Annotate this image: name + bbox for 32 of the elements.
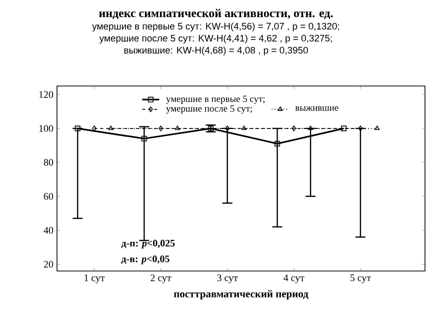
point (341, 126, 347, 132)
point (242, 126, 246, 130)
y-tick-label: 40 (44, 226, 54, 234)
x-tick-label: 3 сут (217, 274, 238, 284)
x-axis-title: посттравматический период (174, 290, 308, 300)
legend-label: умершие после 5 сут; (166, 105, 252, 114)
legend-label: умершие в первые 5 сут; (166, 96, 265, 104)
annotation: д-в: p<0,05 (121, 256, 170, 264)
point (174, 126, 180, 130)
y-tick-label: 60 (44, 192, 54, 200)
text: выжившие: KW-H(4,68) = 4,08 , p = 0,3950 (124, 46, 308, 56)
point (158, 126, 164, 132)
y-tick-label: 100 (39, 125, 54, 132)
x-tick-label: 2 сут (150, 274, 172, 284)
x-tick-label: 4 сут (284, 274, 304, 284)
legend-label: выжившие (295, 106, 338, 111)
point (208, 126, 214, 132)
point (274, 140, 280, 146)
y-tick-label: 80 (44, 159, 54, 166)
chart-title: индекс симпатической активности, отн. ед. (99, 8, 333, 20)
annotation: д-п: p<0,025 (121, 240, 175, 249)
text: умершие после 5 сут: KW-H(4,41) = 4,62 , p = 0,3275; (99, 34, 332, 44)
chart-subtitle: умершие в первые 5 сут: KW-H(4,56) = 7,07 , p = 0,1320; (92, 22, 340, 32)
y-tick-label: 20 (44, 260, 54, 268)
point (74, 126, 80, 132)
x-tick-label: 5 сут (350, 274, 371, 284)
point (374, 126, 380, 130)
x-tick-label: 1 сут (84, 274, 105, 284)
point (292, 126, 296, 132)
point (108, 126, 114, 130)
y-tick-label: 120 (39, 91, 54, 98)
point (141, 136, 147, 142)
